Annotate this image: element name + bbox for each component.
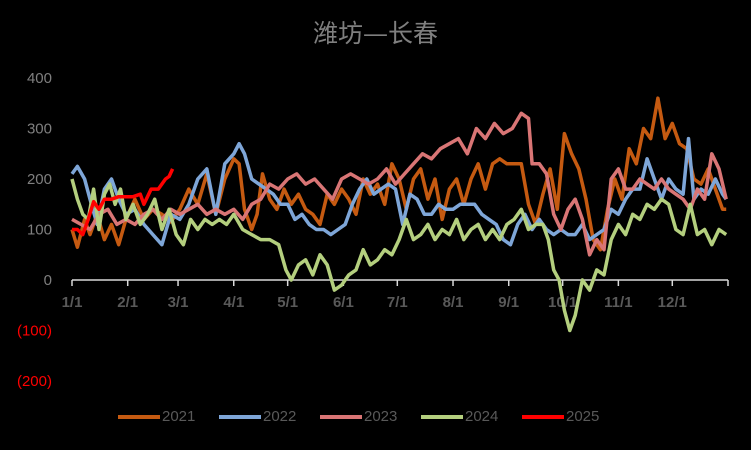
legend: 2021 2022 2023 2024 2025 [118, 408, 623, 425]
legend-label: 2024 [465, 408, 499, 425]
legend-swatch [522, 414, 564, 419]
series-line-2025 [72, 168, 175, 237]
x-tick-label: 8/1 [443, 294, 464, 311]
y-axis: 400 300 200 100 0 (100) (200) [17, 70, 52, 390]
series-line-2024 [70, 178, 728, 333]
y-tick-label: 200 [27, 171, 52, 188]
legend-item-2021: 2021 [118, 408, 219, 425]
x-tick-label: 5/1 [277, 294, 298, 311]
x-tick-label: 4/1 [223, 294, 244, 311]
x-tick-label: 2/1 [117, 294, 138, 311]
x-tick-label: 1/1 [62, 294, 83, 311]
legend-item-2025: 2025 [522, 408, 623, 425]
legend-item-2024: 2024 [421, 408, 522, 425]
legend-item-2022: 2022 [219, 408, 320, 425]
y-tick-label: 100 [27, 222, 52, 239]
x-tick-label: 11/1 [604, 294, 632, 311]
x-tick-label: 9/1 [498, 294, 519, 311]
y-tick-label: 300 [27, 121, 52, 138]
chart-title: 潍坊—长春 [312, 19, 438, 48]
x-tick-label: 6/1 [333, 294, 354, 311]
legend-item-2023: 2023 [320, 408, 421, 425]
series-layer [70, 96, 728, 333]
x-axis: 1/1 2/1 3/1 4/1 5/1 6/1 7/1 8/1 9/1 10/1 11/1 12/1 [62, 279, 729, 311]
y-tick-label: (100) [17, 323, 52, 340]
legend-swatch [219, 414, 261, 419]
x-tick-label: 7/1 [387, 294, 408, 311]
legend-swatch [118, 414, 160, 419]
legend-swatch [421, 414, 463, 419]
y-tick-label: 0 [44, 272, 52, 289]
legend-swatch [320, 414, 362, 419]
x-tick-label: 12/1 [658, 294, 687, 311]
x-tick-label: 3/1 [168, 294, 189, 311]
legend-label: 2022 [263, 408, 297, 425]
y-tick-label: (200) [17, 373, 52, 390]
legend-label: 2025 [566, 408, 600, 425]
legend-label: 2023 [364, 408, 398, 425]
legend-label: 2021 [162, 408, 196, 425]
y-tick-label: 400 [27, 70, 52, 87]
series-line-2022 [70, 136, 728, 247]
series-line-2023 [71, 111, 728, 257]
